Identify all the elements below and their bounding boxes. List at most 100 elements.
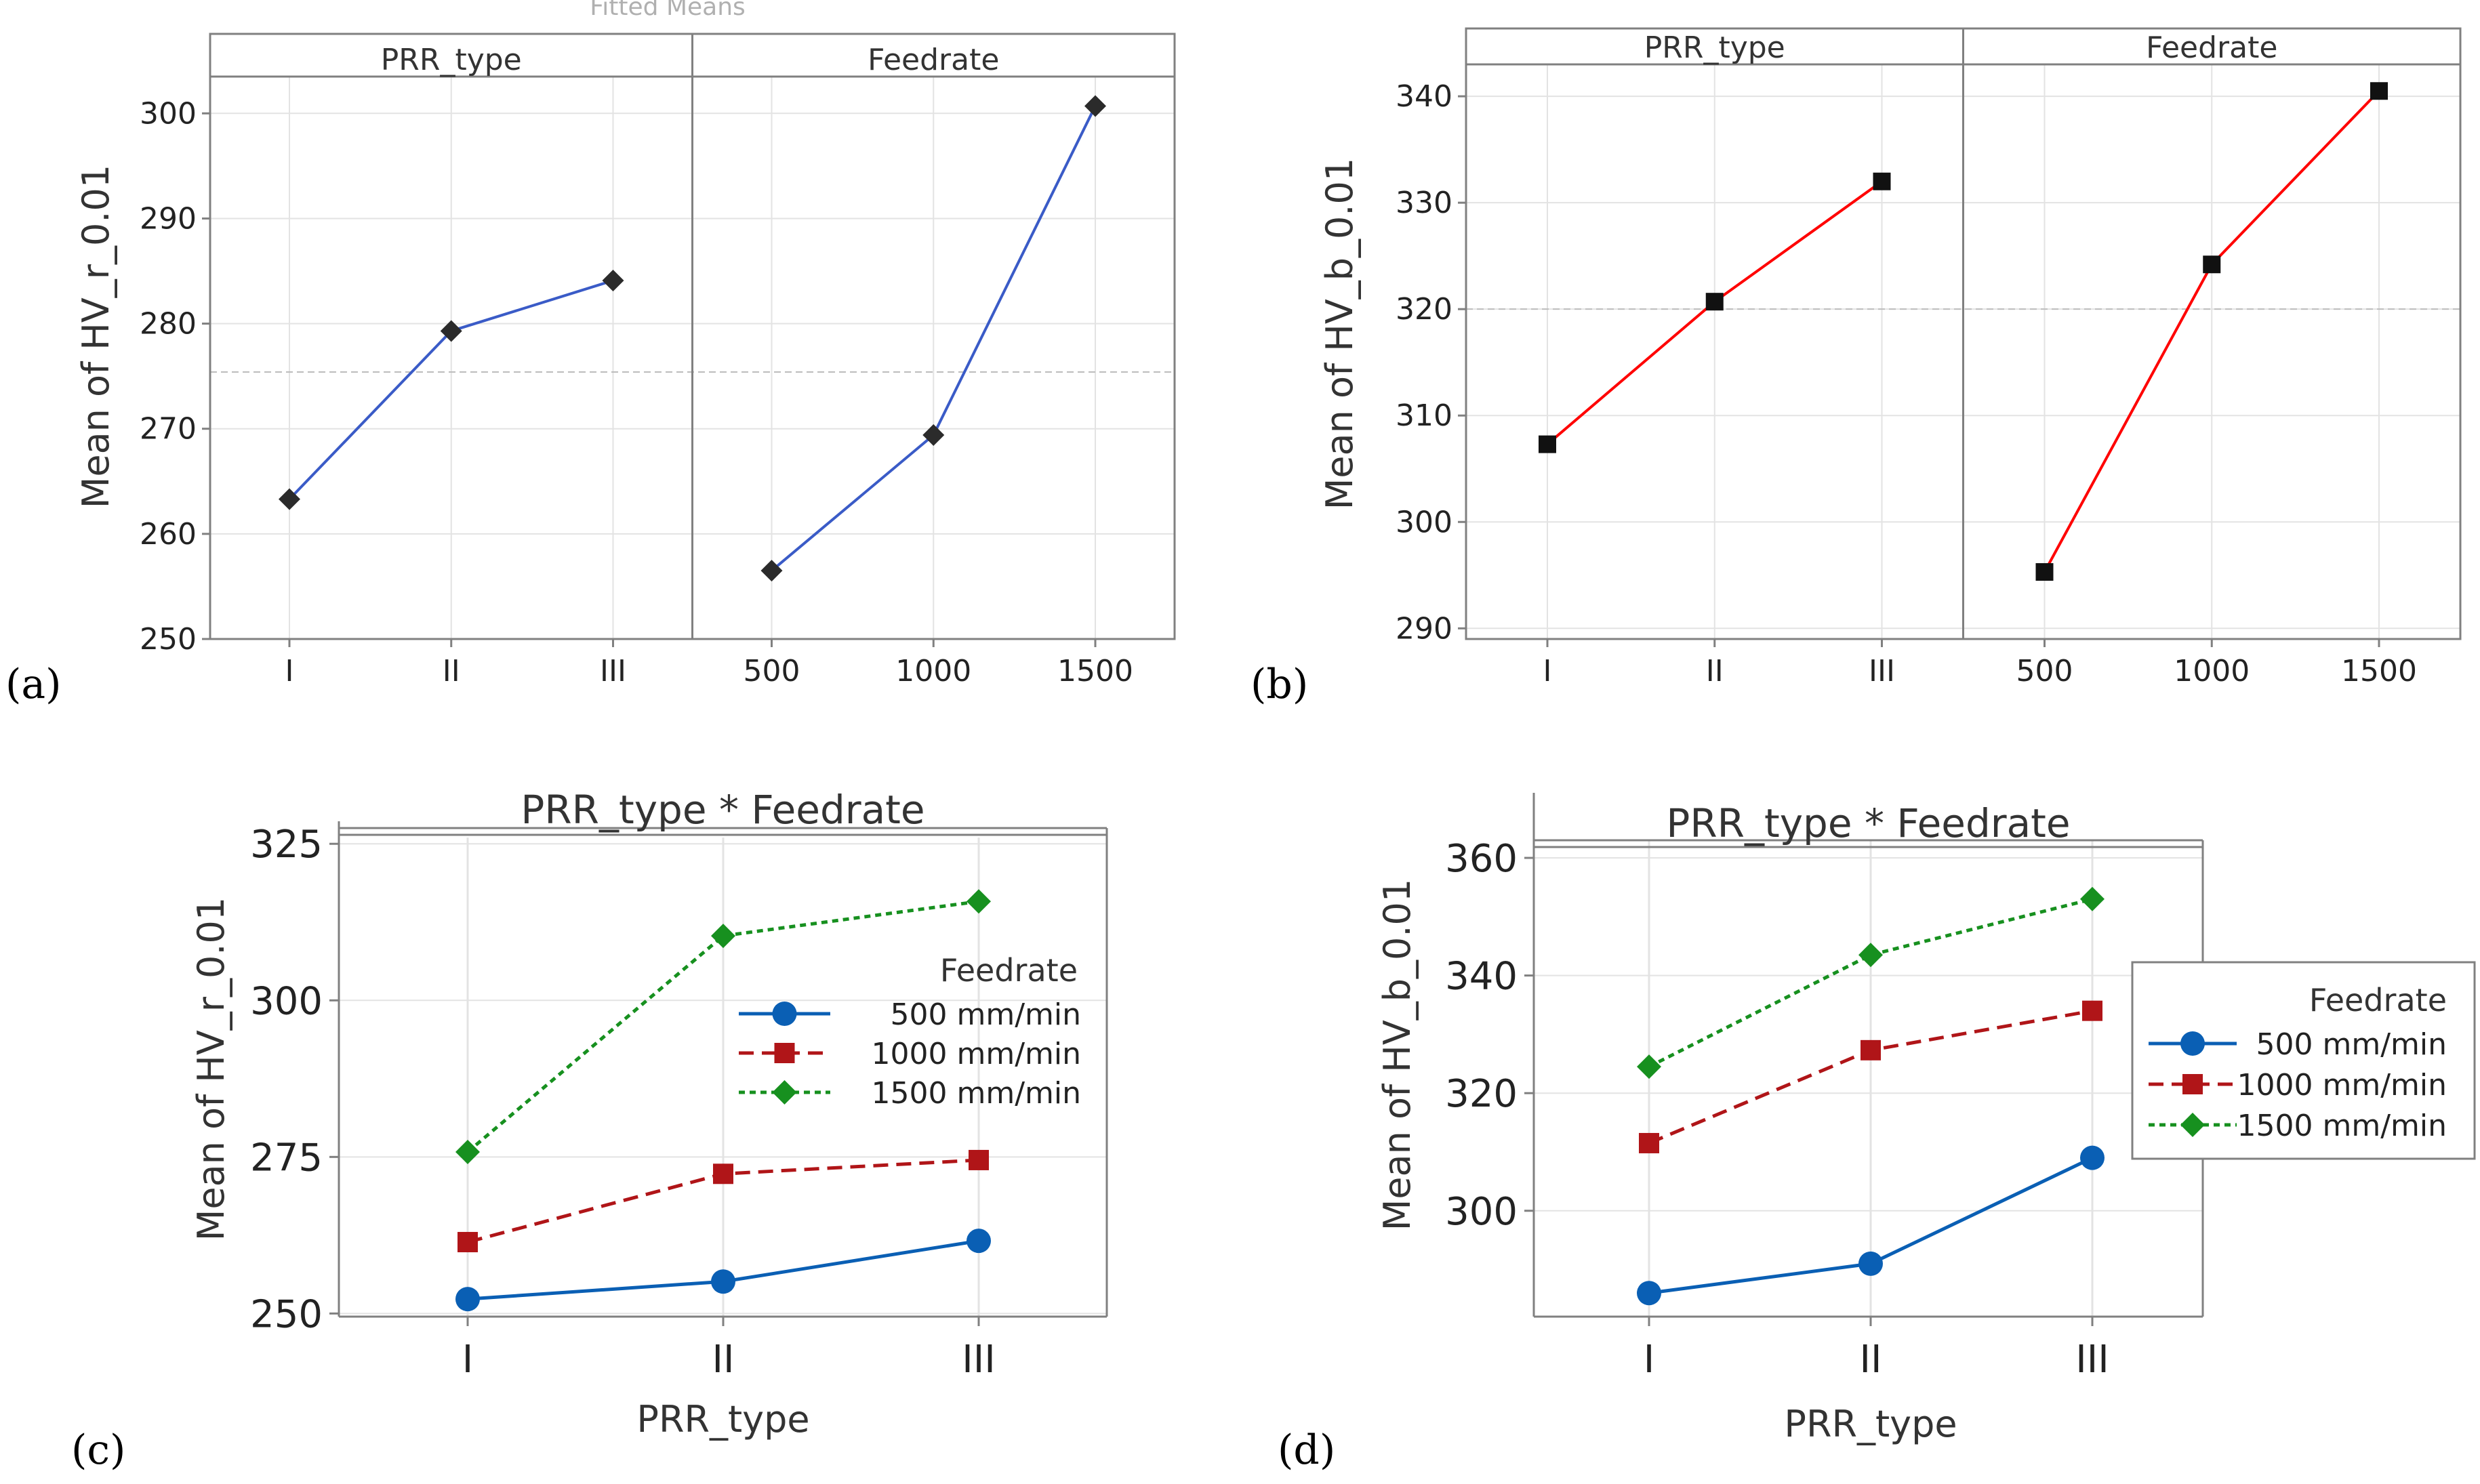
chart-title: PRR_type * Feedrate bbox=[1666, 800, 2070, 846]
x-tick-label: III bbox=[2075, 1338, 2109, 1382]
data-point-marker bbox=[1639, 1132, 1659, 1153]
data-point-marker bbox=[455, 1139, 480, 1164]
x-tick-label: II bbox=[1706, 654, 1724, 688]
data-point-marker bbox=[1861, 1039, 1881, 1060]
legend-swatch-marker bbox=[774, 1043, 795, 1063]
data-point-marker bbox=[711, 1269, 735, 1294]
y-axis-label: Mean of HV_r_0.01 bbox=[190, 897, 232, 1241]
y-tick-label: 300 bbox=[1396, 505, 1452, 539]
data-point-marker bbox=[711, 924, 735, 949]
facet-strip-label: PRR_type bbox=[1644, 30, 1785, 65]
x-axis-label: PRR_type bbox=[636, 1398, 809, 1441]
data-point-marker bbox=[922, 424, 945, 447]
data-point-marker bbox=[279, 488, 300, 510]
x-tick-label: III bbox=[1869, 654, 1895, 688]
legend-swatch-marker bbox=[772, 1080, 797, 1105]
y-tick-label: 340 bbox=[1445, 955, 1518, 999]
x-tick-label: I bbox=[1543, 654, 1552, 688]
y-tick-label: 260 bbox=[140, 517, 197, 552]
y-tick-label: 250 bbox=[250, 1292, 323, 1336]
clipped-top-text: Fitted Means bbox=[590, 0, 746, 21]
y-tick-label: 290 bbox=[140, 201, 197, 236]
facet-strip-label: Feedrate bbox=[2146, 30, 2277, 65]
data-point-marker bbox=[1539, 435, 1556, 453]
data-point-marker bbox=[2080, 1145, 2105, 1170]
data-point-marker bbox=[969, 1149, 989, 1170]
y-tick-label: 300 bbox=[140, 96, 197, 131]
legend-title: Feedrate bbox=[2309, 982, 2447, 1018]
data-point-marker bbox=[967, 1229, 991, 1254]
data-point-marker bbox=[2080, 886, 2105, 911]
data-point-marker bbox=[1858, 943, 1883, 968]
data-point-marker bbox=[1873, 172, 1891, 190]
y-tick-label: 275 bbox=[250, 1136, 323, 1180]
y-tick-label: 320 bbox=[1445, 1072, 1518, 1116]
y-tick-label: 320 bbox=[1396, 292, 1452, 327]
legend-swatch-marker bbox=[2180, 1031, 2205, 1056]
data-point-marker bbox=[455, 1287, 480, 1312]
x-tick-label: I bbox=[285, 654, 294, 688]
x-tick-label: 500 bbox=[744, 654, 800, 688]
data-point-marker bbox=[1637, 1054, 1661, 1079]
data-point-marker bbox=[1637, 1281, 1661, 1306]
y-tick-label: 340 bbox=[1396, 79, 1452, 114]
data-point-marker bbox=[440, 320, 462, 342]
x-tick-label: II bbox=[443, 654, 460, 688]
y-tick-label: 310 bbox=[1396, 398, 1452, 433]
data-point-marker bbox=[458, 1232, 478, 1253]
panel-letter: (c) bbox=[71, 1426, 125, 1474]
facet-strip-label: PRR_type bbox=[381, 43, 522, 77]
facet-strip bbox=[1465, 27, 1964, 66]
x-tick-label: 500 bbox=[2016, 654, 2073, 688]
data-point-marker bbox=[713, 1163, 733, 1184]
y-axis-label: Mean of HV_r_0.01 bbox=[75, 165, 117, 509]
y-axis-label: Mean of HV_b_0.01 bbox=[1376, 879, 1419, 1231]
legend-entry-label: 500 mm/min bbox=[891, 997, 1082, 1032]
x-tick-label: 1500 bbox=[1057, 654, 1133, 688]
data-point-marker bbox=[2370, 82, 2388, 100]
data-point-marker bbox=[1858, 1251, 1883, 1276]
facet-strip bbox=[1962, 27, 2462, 66]
y-tick-label: 330 bbox=[1396, 186, 1452, 220]
y-tick-label: 270 bbox=[140, 412, 197, 447]
legend-swatch-marker bbox=[2180, 1113, 2205, 1137]
legend-title: Feedrate bbox=[940, 952, 1078, 989]
x-tick-label: II bbox=[1859, 1338, 1882, 1382]
x-tick-label: I bbox=[1644, 1338, 1655, 1382]
panel-letter: (d) bbox=[1278, 1426, 1335, 1474]
panel-letter: (b) bbox=[1251, 661, 1308, 708]
legend-entry-label: 500 mm/min bbox=[2256, 1027, 2447, 1062]
legend-entry-label: 1000 mm/min bbox=[2237, 1068, 2447, 1102]
legend-entry-label: 1500 mm/min bbox=[2237, 1109, 2447, 1143]
data-point-marker bbox=[602, 269, 624, 291]
x-tick-label: 1000 bbox=[895, 654, 971, 688]
x-axis-label: PRR_type bbox=[1784, 1403, 1957, 1445]
y-tick-label: 290 bbox=[1396, 611, 1452, 646]
y-tick-label: 300 bbox=[1445, 1190, 1518, 1234]
data-point-marker bbox=[760, 560, 783, 582]
chart-title: PRR_type * Feedrate bbox=[521, 787, 924, 833]
legend-swatch-marker bbox=[2182, 1074, 2203, 1094]
y-axis-label: Mean of HV_b_0.01 bbox=[1318, 158, 1361, 510]
x-tick-label: III bbox=[600, 654, 626, 688]
legend-entry-label: 1500 mm/min bbox=[872, 1076, 1081, 1111]
x-tick-label: II bbox=[712, 1338, 734, 1382]
series-line bbox=[466, 899, 979, 1153]
y-tick-label: 280 bbox=[140, 307, 197, 342]
y-tick-label: 325 bbox=[250, 823, 323, 867]
data-point-marker bbox=[2035, 563, 2054, 581]
data-point-marker bbox=[2082, 1000, 2102, 1021]
legend-entry-label: 1000 mm/min bbox=[872, 1037, 1081, 1071]
y-tick-label: 300 bbox=[250, 979, 323, 1023]
legend-swatch-marker bbox=[772, 1002, 797, 1026]
panel-letter: (a) bbox=[5, 661, 62, 708]
y-tick-label: 250 bbox=[140, 622, 197, 657]
data-point-marker bbox=[2203, 255, 2221, 274]
data-point-marker bbox=[967, 889, 991, 914]
x-tick-label: 1500 bbox=[2341, 654, 2417, 688]
